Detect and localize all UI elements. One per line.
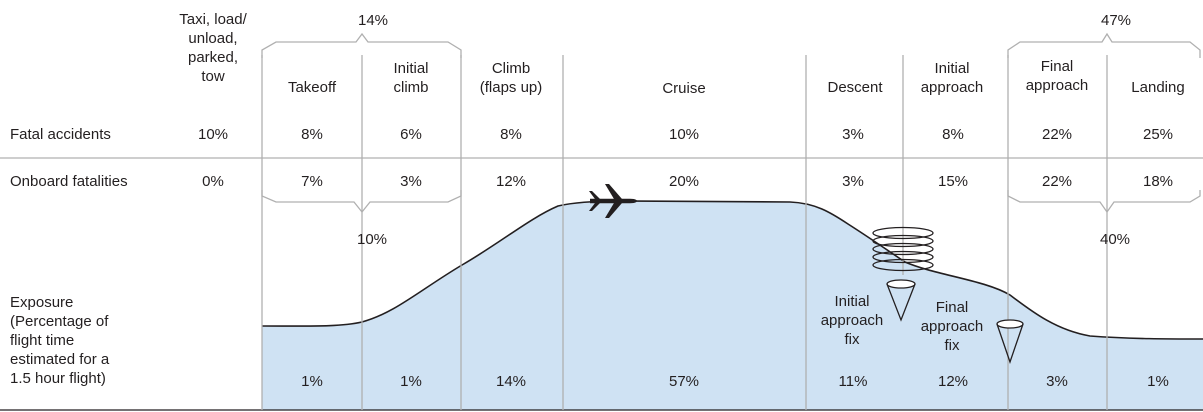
onboard-fatalities-value: 15% bbox=[937, 173, 969, 190]
exposure-value: 1% bbox=[400, 373, 422, 390]
onboard-fatalities-value: 20% bbox=[668, 173, 700, 190]
fatal-accidents-value: 6% bbox=[400, 126, 422, 143]
airplane-icon bbox=[589, 184, 637, 218]
phase-header-taxi: Taxi, load/ unload, parked, tow bbox=[179, 11, 247, 85]
exposure-value: 1% bbox=[301, 373, 323, 390]
takeoff-climb-fatalities-brace bbox=[261, 190, 462, 214]
fatal-accidents-value: 8% bbox=[500, 126, 522, 143]
exposure-value: 12% bbox=[937, 373, 969, 390]
fatal-accidents-value: 25% bbox=[1142, 126, 1174, 143]
group-takeoff-climb-accidents: 14% bbox=[357, 12, 389, 29]
phase-header-climb: Climb (flaps up) bbox=[479, 60, 543, 96]
phase-header-landing: Landing bbox=[1131, 79, 1185, 96]
onboard-fatalities-value: 22% bbox=[1041, 173, 1073, 190]
fatal-accidents-value: 8% bbox=[301, 126, 323, 143]
phase-header-final-approach: Final approach bbox=[1025, 58, 1089, 94]
fatal-accidents-value: 3% bbox=[842, 126, 864, 143]
onboard-fatalities-value: 12% bbox=[495, 173, 527, 190]
onboard-fatalities-value: 7% bbox=[301, 173, 323, 190]
exposure-value: 3% bbox=[1046, 373, 1068, 390]
flight-profile-line bbox=[261, 200, 1203, 340]
group-approach-landing-accidents: 47% bbox=[1100, 12, 1132, 29]
fatal-accidents-value: 10% bbox=[668, 126, 700, 143]
exposure-value: 1% bbox=[1147, 373, 1169, 390]
row-label-fatal-accidents: Fatal accidents bbox=[10, 126, 111, 143]
onboard-fatalities-value: 0% bbox=[202, 173, 224, 190]
exposure-value: 57% bbox=[668, 373, 700, 390]
phase-header-initial-approach: Initial approach bbox=[920, 60, 984, 96]
exposure-area bbox=[262, 201, 1203, 410]
group-braces bbox=[261, 32, 1201, 214]
approach-landing-fatalities-brace bbox=[1007, 190, 1201, 214]
takeoff-climb-accidents-brace bbox=[261, 32, 462, 58]
phase-header-descent: Descent bbox=[827, 79, 883, 96]
approach-landing-accidents-brace bbox=[1007, 32, 1201, 58]
phase-header-cruise: Cruise bbox=[662, 80, 706, 97]
final-approach-fix-label: Final approach fix bbox=[920, 299, 984, 354]
initial-approach-fix-label: Initial approach fix bbox=[820, 293, 884, 348]
phase-header-takeoff: Takeoff bbox=[287, 79, 337, 96]
onboard-fatalities-value: 3% bbox=[842, 173, 864, 190]
group-takeoff-climb-fatalities: 10% bbox=[356, 231, 388, 248]
row-label-exposure: Exposure (Percentage of flight time esti… bbox=[10, 294, 110, 387]
fatal-accidents-value: 8% bbox=[942, 126, 964, 143]
initial-approach-fix-icon bbox=[886, 279, 916, 322]
final-approach-fix-icon bbox=[996, 319, 1024, 365]
row-label-onboard-fatalities: Onboard fatalities bbox=[10, 173, 128, 190]
group-approach-landing-fatalities: 40% bbox=[1099, 231, 1131, 248]
fatal-accidents-value: 10% bbox=[197, 126, 229, 143]
onboard-fatalities-value: 3% bbox=[400, 173, 422, 190]
holding-pattern-icon bbox=[872, 226, 934, 272]
exposure-value: 14% bbox=[495, 373, 527, 390]
onboard-fatalities-value: 18% bbox=[1142, 173, 1174, 190]
phase-header-initial-climb: Initial climb bbox=[393, 60, 429, 96]
exposure-value: 11% bbox=[838, 373, 868, 390]
fatal-accidents-value: 22% bbox=[1041, 126, 1073, 143]
